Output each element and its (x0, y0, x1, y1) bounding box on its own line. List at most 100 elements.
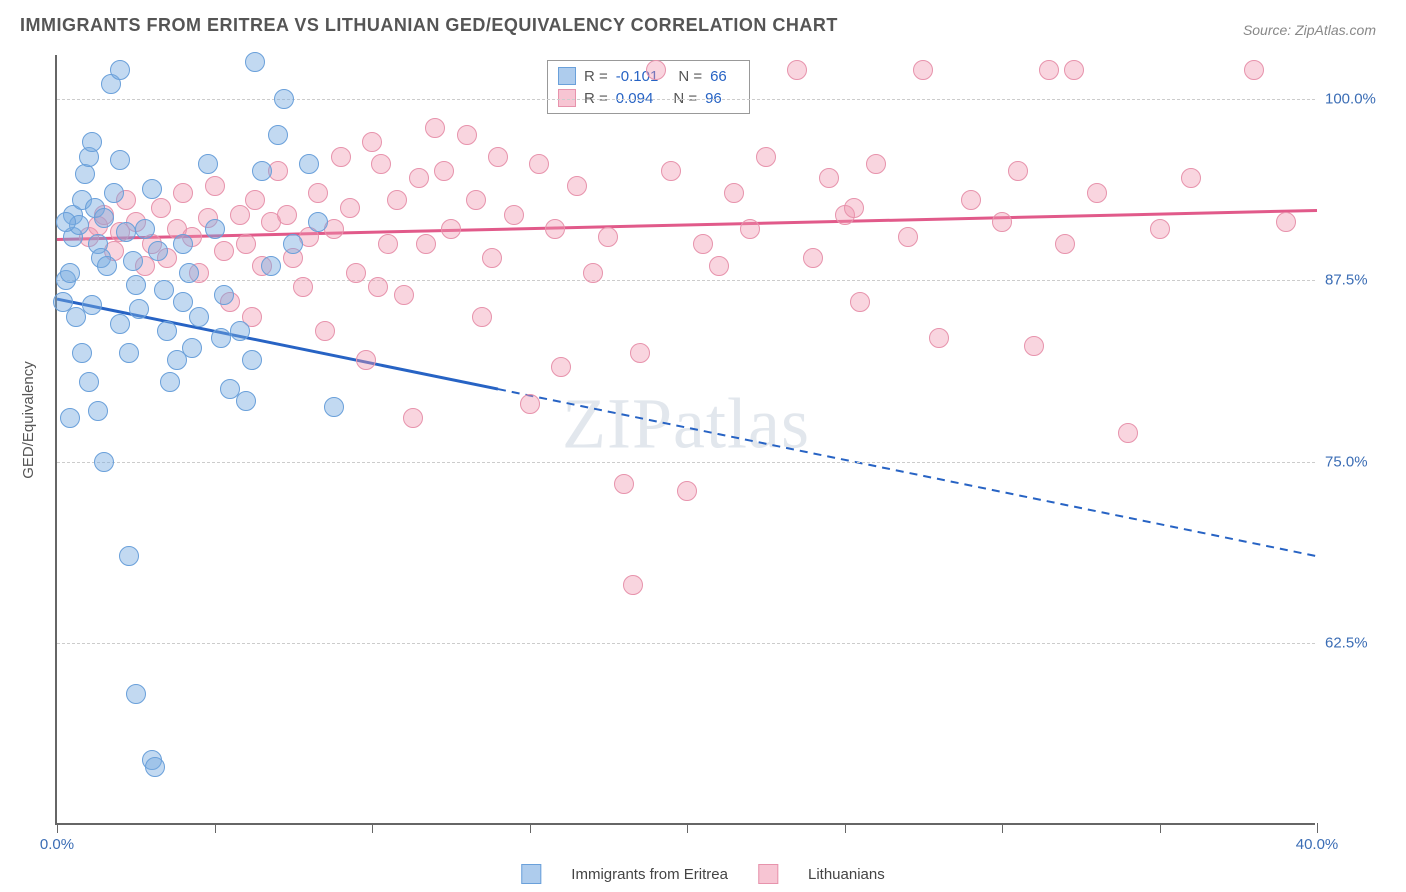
data-point (787, 60, 807, 80)
data-point (356, 350, 376, 370)
stat-r-label: R = (584, 68, 608, 85)
data-point (236, 391, 256, 411)
data-point (740, 219, 760, 239)
data-point (173, 234, 193, 254)
data-point (56, 212, 76, 232)
data-point (79, 372, 99, 392)
data-point (441, 219, 461, 239)
data-point (119, 343, 139, 363)
data-point (346, 263, 366, 283)
data-point (482, 248, 502, 268)
data-point (245, 190, 265, 210)
ytick-label: 75.0% (1325, 453, 1390, 470)
legend-label-series2: Lithuanians (808, 866, 885, 883)
data-point (97, 256, 117, 276)
data-point (1181, 168, 1201, 188)
data-point (283, 234, 303, 254)
data-point (214, 241, 234, 261)
data-point (677, 481, 697, 501)
y-axis-title: GED/Equivalency (20, 361, 37, 479)
data-point (94, 208, 114, 228)
data-point (403, 408, 423, 428)
source-name: ZipAtlas.com (1295, 22, 1376, 38)
data-point (110, 314, 130, 334)
xtick (215, 823, 216, 833)
xtick (1160, 823, 1161, 833)
data-point (157, 321, 177, 341)
gridline (57, 280, 1315, 281)
data-point (466, 190, 486, 210)
ytick-label: 62.5% (1325, 635, 1390, 652)
data-point (368, 277, 388, 297)
data-point (308, 183, 328, 203)
data-point (409, 168, 429, 188)
data-point (126, 275, 146, 295)
data-point (179, 263, 199, 283)
data-point (205, 176, 225, 196)
data-point (929, 328, 949, 348)
data-point (293, 277, 313, 297)
data-point (844, 198, 864, 218)
gridline (57, 643, 1315, 644)
data-point (378, 234, 398, 254)
data-point (1024, 336, 1044, 356)
data-point (913, 60, 933, 80)
data-point (598, 227, 618, 247)
data-point (110, 150, 130, 170)
data-point (693, 234, 713, 254)
data-point (567, 176, 587, 196)
data-point (434, 161, 454, 181)
data-point (205, 219, 225, 239)
data-point (182, 338, 202, 358)
data-point (230, 321, 250, 341)
data-point (252, 161, 272, 181)
data-point (151, 198, 171, 218)
xtick (845, 823, 846, 833)
data-point (1118, 423, 1138, 443)
data-point (661, 161, 681, 181)
data-point (551, 357, 571, 377)
data-point (387, 190, 407, 210)
data-point (1008, 161, 1028, 181)
data-point (104, 183, 124, 203)
data-point (173, 292, 193, 312)
legend: Immigrants from Eritrea Lithuanians (521, 864, 884, 884)
xtick (1002, 823, 1003, 833)
data-point (173, 183, 193, 203)
data-point (315, 321, 335, 341)
data-point (1064, 60, 1084, 80)
data-point (142, 179, 162, 199)
data-point (116, 222, 136, 242)
data-point (961, 190, 981, 210)
data-point (866, 154, 886, 174)
xtick (530, 823, 531, 833)
data-point (1055, 234, 1075, 254)
source-prefix: Source: (1243, 22, 1295, 38)
data-point (819, 168, 839, 188)
data-point (324, 397, 344, 417)
data-point (472, 307, 492, 327)
xtick (57, 823, 58, 833)
data-point (425, 118, 445, 138)
data-point (529, 154, 549, 174)
data-point (1087, 183, 1107, 203)
data-point (274, 89, 294, 109)
stat-n-label: N = (678, 68, 702, 85)
data-point (371, 154, 391, 174)
legend-label-series1: Immigrants from Eritrea (571, 866, 728, 883)
data-point (277, 205, 297, 225)
gridline (57, 99, 1315, 100)
data-point (230, 205, 250, 225)
source-label: Source: ZipAtlas.com (1243, 22, 1376, 38)
data-point (119, 546, 139, 566)
data-point (88, 401, 108, 421)
data-point (110, 60, 130, 80)
ytick-label: 100.0% (1325, 90, 1390, 107)
data-point (394, 285, 414, 305)
data-point (268, 125, 288, 145)
gridline (57, 462, 1315, 463)
data-point (416, 234, 436, 254)
data-point (160, 372, 180, 392)
data-point (340, 198, 360, 218)
data-point (94, 452, 114, 472)
